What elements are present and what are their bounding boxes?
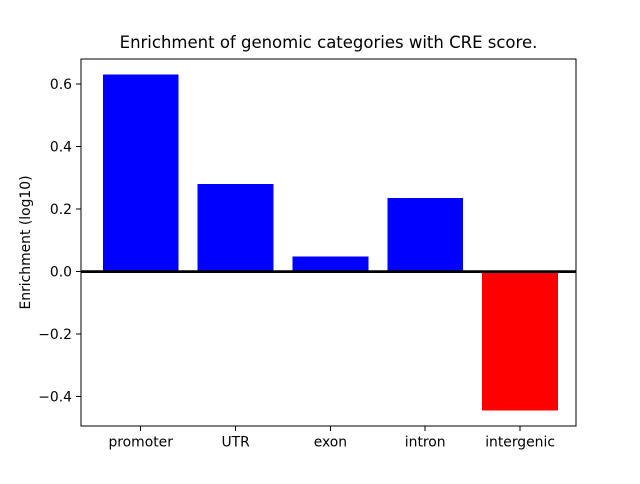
x-tick-label-exon: exon [314,435,347,451]
bar-UTR [197,184,274,272]
y-axis-label: Enrichment (log10) [18,175,34,309]
y-tick-label-0.2: 0.2 [50,202,72,218]
y-tick-label-−0.4: −0.4 [38,390,72,406]
x-tick-label-UTR: UTR [221,435,250,451]
bar-promoter [102,74,179,272]
y-tick-label-0.4: 0.4 [50,140,72,156]
x-tick-label-intron: intron [405,435,446,451]
plot-border [80,58,577,427]
x-tick-label-intergenic: intergenic [485,435,555,451]
bar-intron [387,198,464,272]
y-tick-label-−0.2: −0.2 [38,327,72,343]
x-tick-label-promoter: promoter [108,435,173,451]
y-tick-label-0.6: 0.6 [50,77,72,93]
bar-exon [292,256,369,272]
y-tick-label-0.0: 0.0 [50,265,72,281]
bar-intergenic [482,271,558,411]
chart-title: Enrichment of genomic categories with CR… [120,33,538,52]
plot-area: 0.6 0.4 0.2 0.0 −0.2 −0.4 promoter UTR exon intro… [38,58,577,451]
